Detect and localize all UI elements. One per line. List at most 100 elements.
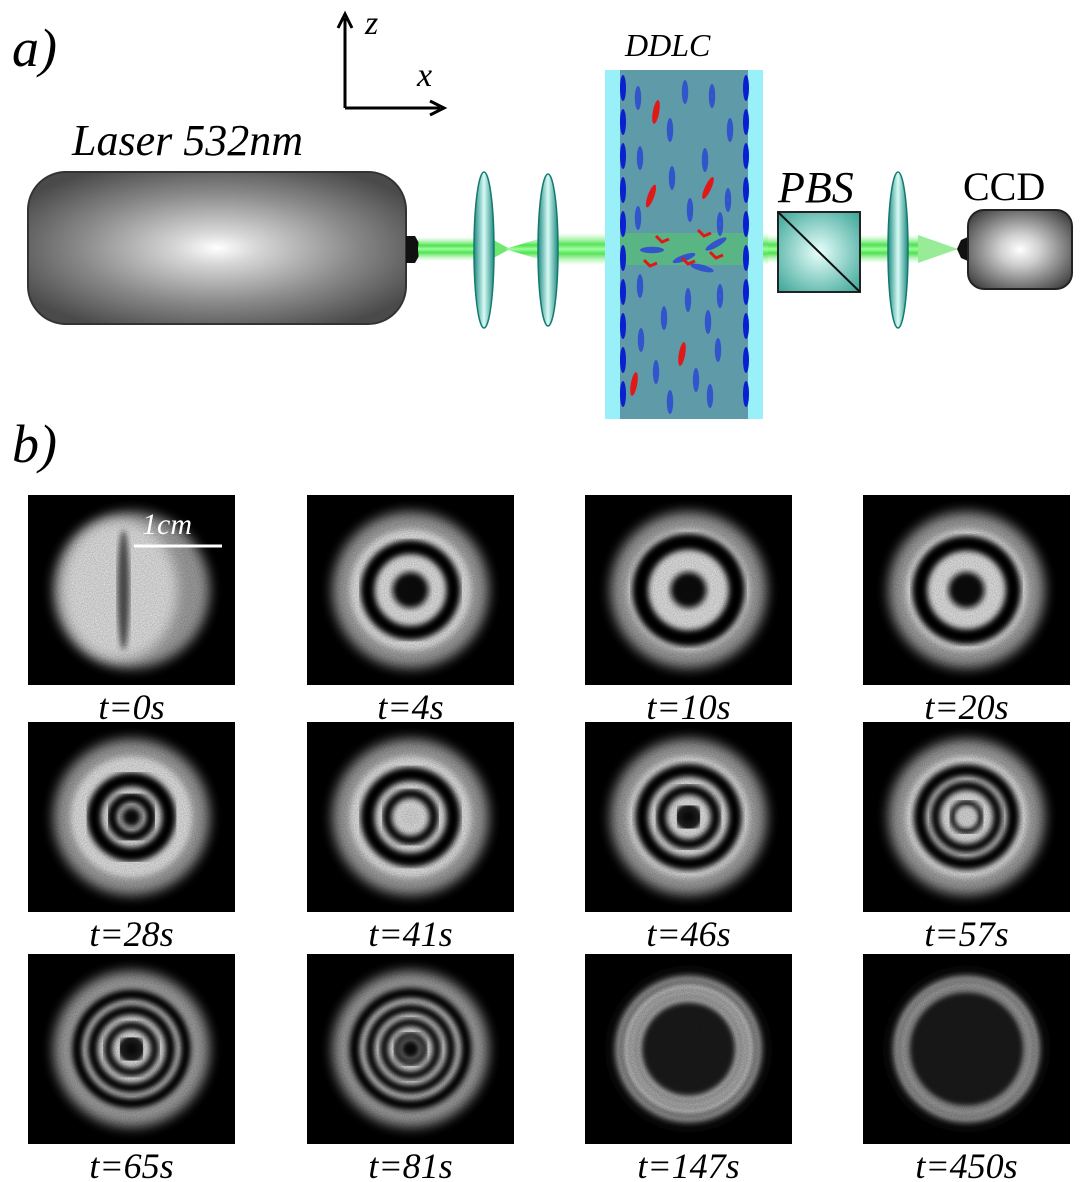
frame-time-label: t=20s bbox=[924, 687, 1008, 727]
ccd-aperture bbox=[957, 236, 970, 262]
speckle-noise bbox=[585, 722, 792, 912]
lc-molecule bbox=[708, 84, 716, 108]
panel-a-label: a) bbox=[12, 18, 57, 78]
ddlc-label: DDLC bbox=[624, 27, 711, 63]
lc-molecule-tilted bbox=[696, 228, 712, 238]
wall-segment bbox=[743, 109, 749, 135]
lc-molecule-tilted bbox=[680, 256, 696, 266]
lc-molecule bbox=[726, 118, 734, 142]
speckle-noise bbox=[585, 495, 792, 685]
lc-molecule bbox=[686, 198, 694, 222]
frame-1: t=4s bbox=[307, 495, 514, 727]
ddlc-molecules bbox=[630, 80, 734, 414]
frame-time-label: t=0s bbox=[98, 687, 164, 727]
ddlc-cell bbox=[605, 70, 763, 419]
lc-molecule bbox=[666, 390, 674, 414]
wall-segment bbox=[620, 347, 626, 373]
lc-molecule bbox=[678, 342, 686, 366]
lens-3 bbox=[887, 171, 909, 329]
frame-time-label: t=450s bbox=[915, 1146, 1017, 1182]
lc-molecule bbox=[652, 360, 660, 384]
lc-molecule bbox=[702, 177, 714, 199]
frame-time-label: t=57s bbox=[924, 914, 1008, 954]
frame-7: t=57s bbox=[863, 722, 1070, 954]
frame-time-label: t=147s bbox=[637, 1146, 739, 1182]
wall-segment bbox=[743, 211, 749, 237]
speckle-noise bbox=[28, 495, 235, 685]
axis-x-label: x bbox=[416, 57, 432, 94]
lc-molecule bbox=[704, 310, 712, 334]
frame-4: t=28s bbox=[28, 722, 235, 954]
lc-molecule bbox=[645, 184, 657, 208]
wall-segment bbox=[620, 279, 626, 305]
frame-5: t=41s bbox=[307, 722, 514, 954]
frame-11: t=450s bbox=[863, 954, 1070, 1182]
wall-segment bbox=[620, 381, 626, 407]
frame-time-label: t=46s bbox=[646, 914, 730, 954]
lc-molecule bbox=[716, 212, 724, 236]
speckle-noise bbox=[863, 954, 1070, 1144]
pbs-label: PBS bbox=[777, 163, 854, 212]
speckle-noise bbox=[28, 722, 235, 912]
lc-molecule bbox=[652, 100, 660, 124]
frame-time-label: t=65s bbox=[89, 1146, 173, 1182]
ccd-body bbox=[967, 209, 1073, 290]
wall-segment bbox=[743, 177, 749, 203]
frame-grid: t=0s t=4s t=10s t=20s t=28s t=41s t=46s t=57s t=… bbox=[28, 495, 1070, 1182]
lc-molecule bbox=[630, 372, 638, 396]
frame-8: t=65s bbox=[28, 954, 235, 1182]
lc-molecule bbox=[660, 306, 668, 330]
frame-0: t=0s bbox=[28, 495, 235, 727]
lc-molecule bbox=[636, 146, 644, 170]
frame-time-label: t=4s bbox=[377, 687, 443, 727]
axis-indicator bbox=[336, 10, 448, 117]
wall-segment bbox=[620, 211, 626, 237]
lc-molecule bbox=[636, 274, 644, 298]
lc-molecule bbox=[681, 80, 689, 104]
wall-segment bbox=[743, 313, 749, 339]
wall-segment bbox=[620, 75, 626, 101]
lc-molecule bbox=[692, 368, 700, 392]
axis-z-label: z bbox=[364, 5, 378, 42]
lc-molecule bbox=[690, 263, 714, 273]
frame-time-label: t=10s bbox=[646, 687, 730, 727]
frame-time-label: t=28s bbox=[89, 914, 173, 954]
speckle-noise bbox=[28, 954, 235, 1144]
pbs-cube bbox=[777, 211, 861, 293]
wall-segment bbox=[620, 313, 626, 339]
frame-time-label: t=81s bbox=[368, 1146, 452, 1182]
speckle-noise bbox=[863, 722, 1070, 912]
wall-segment bbox=[743, 75, 749, 101]
speckle-noise bbox=[307, 495, 514, 685]
lens-1 bbox=[473, 171, 495, 329]
ccd-label: CCD bbox=[963, 164, 1045, 209]
frame-time-label: t=41s bbox=[368, 914, 452, 954]
wall-segment bbox=[620, 109, 626, 135]
lc-molecule bbox=[640, 246, 664, 254]
panel-b-label: b) bbox=[12, 414, 57, 474]
speckle-noise bbox=[863, 495, 1070, 685]
lc-molecule bbox=[724, 188, 732, 212]
frame-6: t=46s bbox=[585, 722, 792, 954]
frame-2: t=10s bbox=[585, 495, 792, 727]
laser-aperture bbox=[406, 236, 419, 263]
ddlc-electrode-walls bbox=[620, 75, 749, 407]
wall-segment bbox=[620, 245, 626, 271]
speckle-noise bbox=[307, 722, 514, 912]
wall-segment bbox=[620, 143, 626, 169]
lc-molecule-tilted bbox=[642, 258, 658, 268]
wall-segment bbox=[620, 177, 626, 203]
lc-molecule bbox=[701, 148, 709, 172]
speckle-noise bbox=[585, 954, 792, 1144]
lc-molecule-tilted bbox=[654, 234, 670, 244]
lc-molecule bbox=[666, 118, 674, 142]
wall-segment bbox=[743, 279, 749, 305]
lens-2 bbox=[537, 173, 559, 327]
speckle-noise bbox=[307, 954, 514, 1144]
wall-segment bbox=[743, 381, 749, 407]
lc-molecule bbox=[714, 338, 722, 362]
scale-bar-label: 1cm bbox=[142, 508, 192, 541]
laser-label: Laser 532nm bbox=[71, 116, 303, 165]
wall-segment bbox=[743, 245, 749, 271]
